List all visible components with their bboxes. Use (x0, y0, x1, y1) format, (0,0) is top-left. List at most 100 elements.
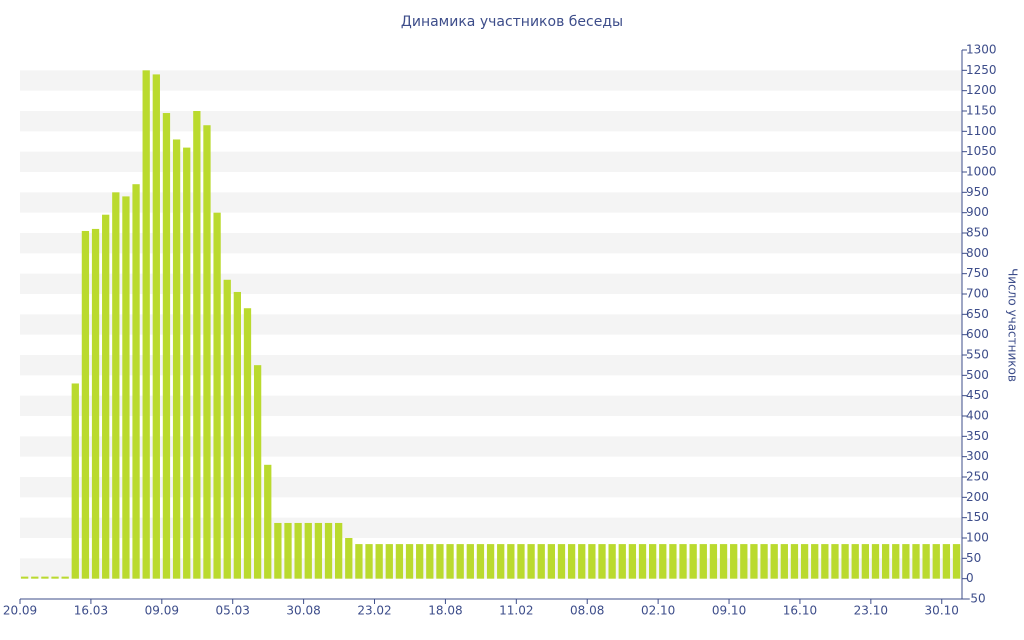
bar (21, 576, 29, 579)
y-tick-label: 650 (966, 307, 989, 321)
y-tick-label: 550 (966, 348, 989, 362)
bar (91, 228, 100, 579)
bar (71, 383, 79, 579)
bar (172, 139, 181, 579)
grid-band (20, 151, 962, 172)
bar (841, 544, 849, 579)
grid-band (20, 436, 962, 457)
bar (385, 544, 393, 579)
bar (638, 544, 647, 579)
bar (51, 576, 59, 579)
bar (800, 544, 809, 579)
y-tick-label: 200 (966, 490, 989, 504)
bar (466, 544, 474, 579)
bar (578, 544, 586, 579)
bar (223, 279, 231, 579)
x-tick-label: 23.10 (854, 604, 888, 618)
bar (314, 522, 323, 579)
bar (750, 544, 758, 579)
bar (719, 544, 728, 579)
bar (324, 522, 333, 579)
x-tick-label: 30.10 (925, 604, 959, 618)
bar (345, 538, 353, 579)
bar (446, 544, 454, 579)
y-tick-label: 1100 (966, 124, 997, 138)
bar (233, 291, 242, 579)
bar (669, 544, 677, 579)
bar (61, 576, 69, 579)
bar (618, 544, 626, 579)
y-tick-label: 950 (966, 185, 989, 199)
bar (193, 111, 201, 579)
bar (436, 544, 444, 579)
bar (41, 576, 49, 579)
bar (689, 544, 697, 579)
grid-band (20, 517, 962, 538)
x-tick-label: 05.03 (216, 604, 250, 618)
y-tick-label: 150 (966, 510, 989, 524)
x-tick-label: 20.09 (3, 604, 37, 618)
bar (537, 544, 545, 579)
bar (659, 544, 667, 579)
bar (527, 544, 535, 579)
bar (679, 544, 687, 579)
y-tick-label: 850 (966, 226, 989, 240)
bar (294, 522, 302, 579)
bar (608, 544, 616, 579)
bar (426, 544, 434, 579)
y-tick-label: 450 (966, 388, 989, 402)
bar (375, 544, 383, 579)
bar (132, 184, 140, 579)
x-tick-label: 16.03 (74, 604, 108, 618)
bar (142, 70, 150, 579)
bar (102, 214, 110, 579)
bar (152, 74, 160, 579)
bar (831, 544, 839, 579)
x-tick-label: 23.02 (357, 604, 391, 618)
bar (486, 544, 495, 579)
y-tick-label: 400 (966, 409, 989, 423)
bar (851, 544, 859, 579)
bar (517, 544, 525, 579)
bar (31, 576, 39, 579)
bar (770, 544, 778, 579)
bar (649, 544, 657, 579)
bar (902, 544, 910, 579)
bar (811, 544, 819, 579)
bar (709, 544, 718, 579)
y-tick-label: 800 (966, 246, 989, 260)
bar (456, 544, 464, 579)
bar (557, 544, 566, 579)
bar (730, 544, 738, 579)
grid-band (20, 111, 962, 132)
y-tick-label: 250 (966, 470, 989, 484)
bar (952, 544, 961, 579)
bar (932, 544, 940, 579)
bar (284, 522, 292, 579)
y-tick-label: 100 (966, 531, 989, 545)
bar (881, 544, 890, 579)
chart-title: Динамика участников беседы (401, 14, 623, 30)
bar (780, 544, 788, 579)
x-tick-label: 11.02 (499, 604, 533, 618)
bar (264, 464, 272, 579)
grid-band (20, 314, 962, 335)
bar (274, 522, 282, 579)
x-tick-label: 09.09 (145, 604, 179, 618)
bar (405, 544, 414, 579)
bar (365, 544, 373, 579)
x-tick-label: 18.08 (428, 604, 462, 618)
y-tick-label: 1250 (966, 63, 997, 77)
y-tick-label: 1000 (966, 165, 997, 179)
y-tick-label: 350 (966, 429, 989, 443)
grid-band (20, 477, 962, 498)
grid-band (20, 192, 962, 213)
bar (740, 544, 748, 579)
bar (699, 544, 707, 579)
y-axis-title: Число участников (1006, 268, 1020, 382)
grid-band (20, 70, 962, 91)
bar (942, 544, 951, 579)
y-tick-label: 600 (966, 327, 989, 341)
y-tick-label: 50 (966, 551, 981, 565)
